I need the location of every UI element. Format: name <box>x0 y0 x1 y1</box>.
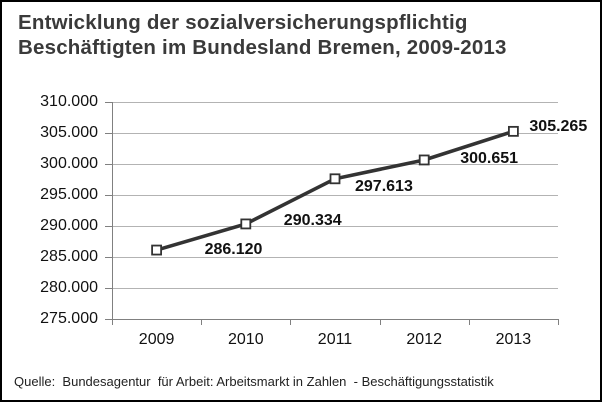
y-axis-label: 290.000 <box>40 217 98 234</box>
x-tick <box>379 319 381 325</box>
y-tick <box>105 225 112 227</box>
y-tick <box>105 256 112 258</box>
y-tick <box>105 101 112 103</box>
y-axis <box>112 102 113 319</box>
data-point-marker <box>507 125 519 137</box>
x-axis-label: 2013 <box>495 331 532 348</box>
y-axis-label: 285.000 <box>40 248 98 265</box>
y-tick <box>105 287 112 289</box>
y-tick <box>105 132 112 134</box>
source-caption: Quelle: Bundesagentur für Arbeit: Arbeit… <box>14 374 494 389</box>
y-tick <box>105 163 112 165</box>
chart-title: Entwicklung der sozialversicherungspflic… <box>18 11 507 59</box>
y-gridline <box>112 287 558 289</box>
data-point-label: 300.651 <box>460 149 519 167</box>
data-point-marker <box>240 218 252 230</box>
x-tick <box>290 319 292 325</box>
x-tick <box>201 319 203 325</box>
y-gridline <box>112 256 558 258</box>
data-point-marker <box>418 154 430 166</box>
y-gridline <box>112 132 558 134</box>
y-axis-label: 305.000 <box>40 124 98 141</box>
data-point-marker <box>329 173 341 185</box>
x-axis-label: 2009 <box>138 331 175 348</box>
x-axis-label: 2011 <box>317 331 353 348</box>
x-axis-label: 2010 <box>228 331 264 348</box>
data-point-marker <box>151 244 163 256</box>
y-tick <box>105 194 112 196</box>
data-point-label: 286.120 <box>204 241 263 259</box>
y-axis-label: 310.000 <box>40 93 98 110</box>
x-tick <box>558 319 559 325</box>
x-axis <box>112 319 559 320</box>
y-tick <box>105 318 112 320</box>
x-tick <box>468 319 470 325</box>
y-gridline <box>112 101 558 103</box>
y-gridline <box>112 163 558 165</box>
y-gridline <box>112 225 558 227</box>
y-gridline <box>112 194 558 196</box>
y-axis-label: 300.000 <box>40 155 98 172</box>
data-point-label: 305.265 <box>529 118 588 136</box>
data-point-label: 297.613 <box>355 177 413 195</box>
y-axis-label: 275.000 <box>40 310 98 327</box>
x-axis-label: 2012 <box>406 331 442 348</box>
y-axis-label: 295.000 <box>40 186 98 203</box>
data-point-label: 290.334 <box>283 211 342 229</box>
x-tick <box>112 319 113 325</box>
y-axis-label: 280.000 <box>40 279 98 296</box>
